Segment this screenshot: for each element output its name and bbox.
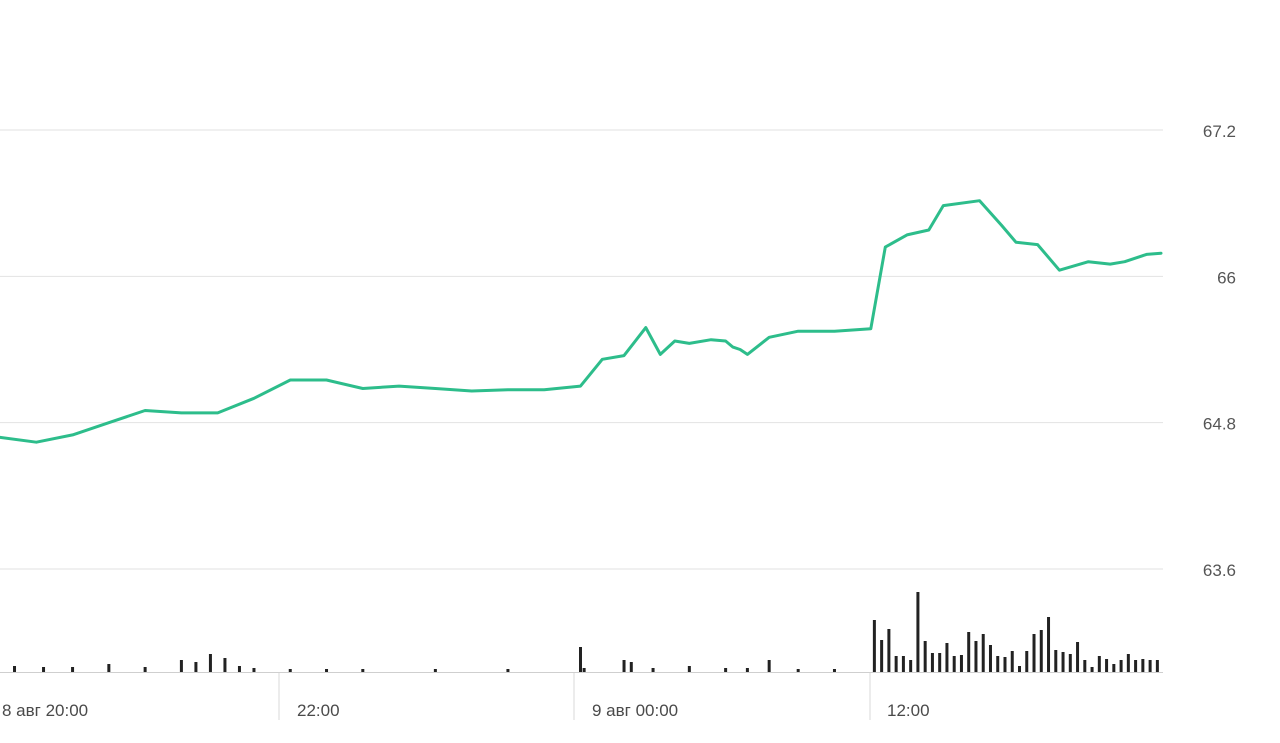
volume-bars: [13, 592, 1159, 672]
volume-bar: [71, 667, 75, 672]
volume-bar: [107, 664, 111, 672]
volume-bar: [1010, 651, 1014, 672]
volume-bar: [1112, 664, 1116, 672]
volume-bar: [223, 658, 227, 672]
y-tick-label: 64.8: [1203, 415, 1236, 434]
volume-bar: [938, 653, 942, 672]
volume-bar: [930, 653, 934, 672]
volume-bar: [745, 668, 749, 672]
x-tick-label: 12:00: [887, 701, 930, 720]
volume-bar: [1047, 617, 1051, 672]
volume-bar: [582, 668, 586, 672]
volume-bar: [916, 592, 920, 672]
volume-bar: [832, 669, 836, 672]
volume-bar: [1083, 660, 1087, 672]
volume-bar: [579, 647, 582, 672]
volume-bar: [288, 669, 292, 672]
volume-bar: [724, 668, 728, 672]
volume-bar: [996, 656, 1000, 672]
volume-bar: [629, 662, 633, 672]
volume-bar: [1054, 650, 1058, 672]
volume-bar: [1061, 652, 1065, 672]
volume-bar: [1025, 651, 1029, 672]
volume-bar: [872, 620, 876, 672]
volume-bar: [13, 666, 17, 672]
volume-bar: [988, 645, 992, 672]
volume-bar: [1119, 660, 1123, 672]
volume-bar: [252, 668, 256, 672]
volume-bar: [1155, 660, 1159, 672]
y-axis-ticks: 67.2 66 64.8 63.6: [1203, 122, 1236, 580]
volume-bar: [880, 640, 884, 672]
volume-bar: [433, 669, 437, 672]
volume-bar: [208, 654, 212, 672]
volume-bar: [179, 660, 183, 672]
volume-bar: [1003, 657, 1007, 672]
x-tick-label: 8 авг 20:00: [2, 701, 88, 720]
volume-bar: [1018, 666, 1022, 672]
y-tick-label: 67.2: [1203, 122, 1236, 141]
volume-bar: [767, 660, 771, 672]
price-line-layer: [0, 199, 1163, 444]
volume-bar: [194, 662, 198, 672]
volume-bar: [901, 656, 905, 672]
volume-bar: [622, 660, 626, 672]
volume-bar: [923, 641, 927, 672]
volume-bar: [959, 655, 963, 672]
volume-bar: [887, 629, 891, 672]
volume-bar: [687, 666, 691, 672]
volume-bar: [1032, 634, 1036, 672]
volume-bar: [1097, 656, 1101, 672]
volume-bar: [974, 641, 978, 672]
volume-bar: [1105, 659, 1109, 672]
volume-bar: [952, 656, 956, 672]
volume-bar: [42, 667, 46, 672]
volume-bar: [651, 668, 655, 672]
volume-bar: [894, 656, 898, 672]
volume-bar: [909, 660, 913, 672]
grid-lines: [0, 129, 1163, 570]
price-line: [0, 199, 1163, 444]
volume-bar: [1090, 667, 1094, 672]
x-tick-label: 9 авг 00:00: [592, 701, 678, 720]
volume-bar: [1076, 642, 1080, 672]
volume-bar: [325, 669, 329, 672]
volume-bar: [1134, 660, 1138, 672]
volume-bar: [796, 669, 800, 672]
volume-bar: [143, 667, 147, 672]
volume-bar: [967, 632, 971, 672]
volume-bar: [945, 643, 949, 672]
volume-bar: [237, 666, 241, 672]
volume-bar: [981, 634, 985, 672]
volume-bar: [1068, 654, 1072, 672]
volume-bar: [1148, 660, 1152, 672]
y-tick-label: 63.6: [1203, 561, 1236, 580]
volume-bar: [1126, 654, 1130, 672]
volume-bar: [1141, 659, 1145, 672]
volume-bar: [1039, 630, 1043, 672]
volume-bar: [506, 669, 510, 672]
x-tick-label: 22:00: [297, 701, 340, 720]
y-tick-label: 66: [1217, 268, 1236, 287]
x-axis: 8 авг 20:00 22:00 9 авг 00:00 12:00: [0, 672, 1163, 720]
volume-bar: [361, 669, 365, 672]
